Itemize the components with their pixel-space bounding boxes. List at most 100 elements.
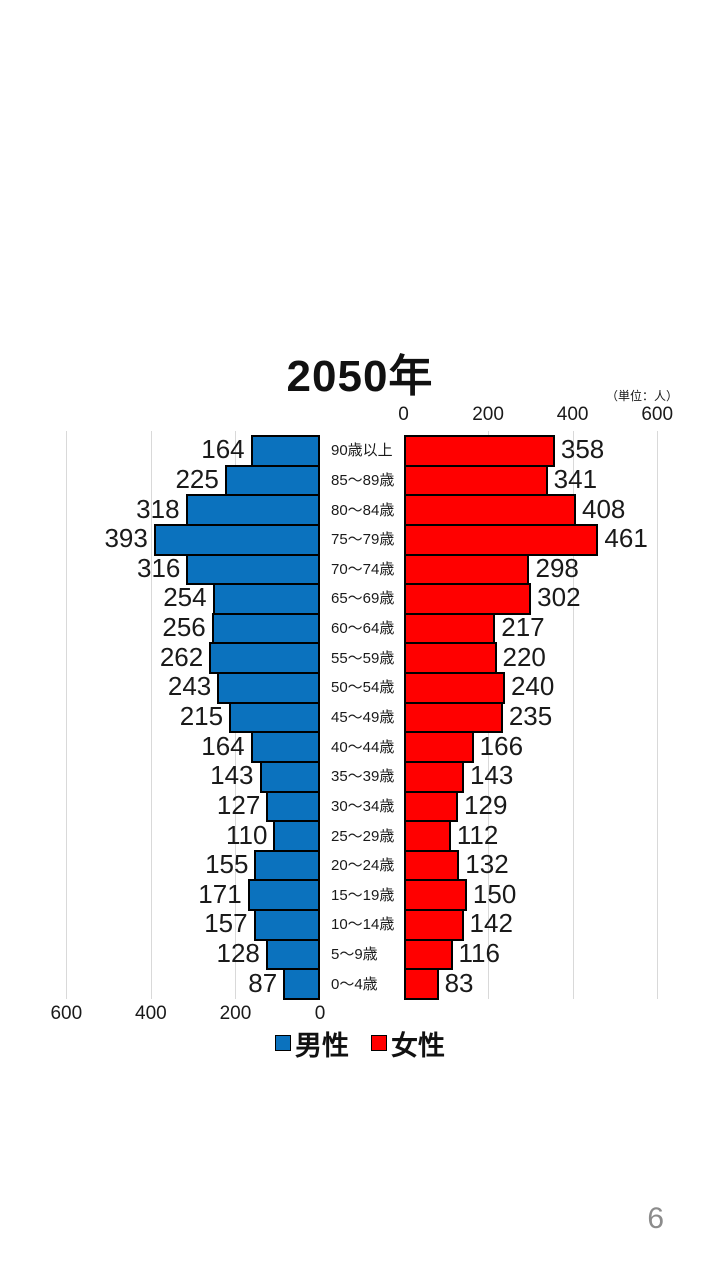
male-bar-65～69歳 xyxy=(212,583,320,615)
female-bar-10～14歳 xyxy=(403,909,464,941)
age-label-20～24歳: 20～24歳 xyxy=(331,857,395,875)
male-bar-5～9歳 xyxy=(265,938,320,971)
female-value-70～74歳: 298 xyxy=(535,552,579,583)
chart-title: 2050年 xyxy=(286,352,434,401)
female-bar-65～69歳 xyxy=(403,583,532,615)
gridline-right-600 xyxy=(657,431,659,999)
male-swatch-icon xyxy=(275,1035,291,1051)
female-swatch-icon xyxy=(371,1035,387,1051)
bottom-axis-tick-0: 0 xyxy=(314,1003,326,1024)
bottom-axis-tick-400: 400 xyxy=(135,1003,167,1024)
female-bar-90歳以上 xyxy=(403,435,555,467)
male-bar-15～19歳 xyxy=(247,879,320,912)
male-bar-50～54歳 xyxy=(217,672,320,704)
female-value-25～29歳: 112 xyxy=(456,819,499,850)
female-bar-85～89歳 xyxy=(403,464,548,497)
age-label-70～74歳: 70～74歳 xyxy=(331,560,395,578)
male-bar-10～14歳 xyxy=(253,909,320,941)
male-value-75～79歳: 393 xyxy=(104,523,148,554)
top-axis-tick-400: 400 xyxy=(556,404,589,425)
female-value-30～34歳: 129 xyxy=(464,789,508,820)
male-bar-75～79歳 xyxy=(153,523,320,556)
age-label-5～9歳: 5～9歳 xyxy=(331,946,378,964)
female-bar-25～29歳 xyxy=(403,820,451,852)
male-value-50～54歳: 243 xyxy=(167,671,212,702)
female-bar-5～9歳 xyxy=(403,938,453,971)
female-bar-20～24歳 xyxy=(403,849,460,882)
gridline-right-400 xyxy=(572,431,574,999)
female-value-20～24歳: 132 xyxy=(465,849,509,880)
legend-female-label: 女性 xyxy=(391,1030,445,1061)
female-bar-60～64歳 xyxy=(403,612,496,645)
age-label-75～79歳: 75～79歳 xyxy=(331,531,395,549)
female-bar-40～44歳 xyxy=(403,731,474,763)
male-bar-70～74歳 xyxy=(186,553,320,586)
female-bar-80～84歳 xyxy=(403,494,576,526)
female-bar-15～19歳 xyxy=(403,879,467,912)
male-bar-25～29歳 xyxy=(273,820,320,852)
male-value-25～29歳: 110 xyxy=(226,819,268,850)
female-value-75～79歳: 461 xyxy=(604,523,648,554)
female-bar-0～4歳 xyxy=(403,968,439,1000)
age-label-65～69歳: 65～69歳 xyxy=(331,590,395,608)
male-bar-45～49歳 xyxy=(229,701,320,734)
female-value-65～69歳: 302 xyxy=(537,582,581,613)
male-bar-0～4歳 xyxy=(283,968,320,1000)
female-bar-55～59歳 xyxy=(403,642,497,675)
male-value-45～49歳: 215 xyxy=(179,700,224,731)
male-value-60～64歳: 256 xyxy=(162,612,206,643)
male-value-35～39歳: 143 xyxy=(210,760,254,791)
female-value-80～84歳: 408 xyxy=(582,493,626,524)
female-value-45～49歳: 235 xyxy=(508,700,553,731)
age-label-40～44歳: 40～44歳 xyxy=(331,738,395,756)
male-bar-80～84歳 xyxy=(185,494,320,526)
female-bar-30～34歳 xyxy=(403,790,459,823)
male-value-85～89歳: 225 xyxy=(175,463,219,494)
female-bar-35～39歳 xyxy=(403,760,464,793)
gridline-left-600 xyxy=(66,431,68,999)
male-bar-40～44歳 xyxy=(250,731,320,763)
male-value-90歳以上: 164 xyxy=(201,434,245,465)
legend-item-female: 女性 xyxy=(371,1024,445,1063)
male-bar-85～89歳 xyxy=(224,464,320,497)
male-value-10～14歳: 157 xyxy=(204,908,248,939)
male-bar-30～34歳 xyxy=(266,790,320,823)
female-value-10～14歳: 142 xyxy=(469,908,513,939)
male-bar-35～39歳 xyxy=(259,760,320,793)
female-value-40～44歳: 166 xyxy=(479,730,524,761)
legend: 男性 女性 xyxy=(0,1024,720,1063)
female-value-90歳以上: 358 xyxy=(560,434,605,465)
legend-item-male: 男性 xyxy=(275,1024,349,1063)
female-bar-50～54歳 xyxy=(403,672,505,704)
age-label-90歳以上: 90歳以上 xyxy=(331,442,393,460)
male-value-5～9歳: 128 xyxy=(216,938,260,969)
male-value-70～74歳: 316 xyxy=(137,552,181,583)
male-value-40～44歳: 164 xyxy=(201,730,245,761)
female-bar-70～74歳 xyxy=(403,553,530,586)
age-label-80～84歳: 80～84歳 xyxy=(331,501,395,519)
unit-label: （単位：人） xyxy=(605,389,678,403)
age-label-60～64歳: 60～64歳 xyxy=(331,620,395,638)
female-value-50～54歳: 240 xyxy=(510,671,555,702)
female-value-85～89歳: 341 xyxy=(553,463,598,494)
age-label-25～29歳: 25～29歳 xyxy=(331,827,395,845)
male-value-65～69歳: 254 xyxy=(163,582,207,613)
age-label-15～19歳: 15～19歳 xyxy=(331,886,395,904)
female-value-0～4歳: 83 xyxy=(444,967,474,998)
female-bar-75～79歳 xyxy=(403,523,599,556)
bottom-axis-tick-600: 600 xyxy=(50,1003,83,1024)
age-label-10～14歳: 10～14歳 xyxy=(331,916,395,934)
female-value-15～19歳: 150 xyxy=(472,878,517,909)
female-value-35～39歳: 143 xyxy=(469,760,514,791)
age-label-55～59歳: 55～59歳 xyxy=(331,649,395,667)
male-value-30～34歳: 127 xyxy=(216,789,261,820)
top-axis-tick-200: 200 xyxy=(472,404,504,425)
age-label-35～39歳: 35～39歳 xyxy=(331,768,395,786)
female-value-60～64歳: 217 xyxy=(501,612,545,643)
male-bar-90歳以上 xyxy=(250,435,320,467)
age-label-45～49歳: 45～49歳 xyxy=(331,708,395,726)
male-value-55～59歳: 262 xyxy=(159,641,204,672)
male-value-0～4歳: 87 xyxy=(248,967,278,998)
